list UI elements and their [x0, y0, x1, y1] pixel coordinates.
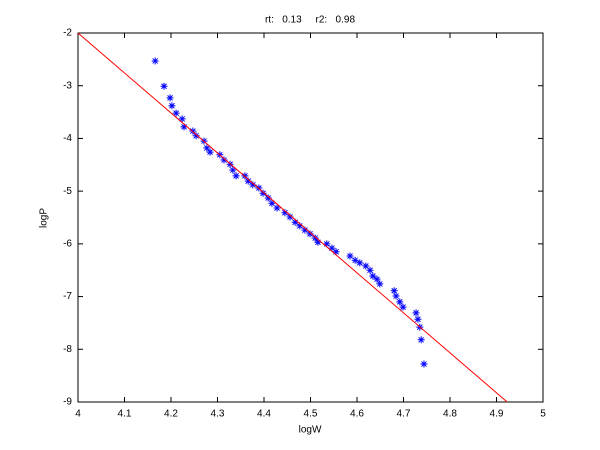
x-tick-label: 5	[540, 409, 546, 420]
data-point	[376, 280, 384, 288]
data-point	[306, 230, 314, 238]
data-point	[273, 204, 281, 212]
data-point	[291, 218, 299, 226]
x-tick-label: 4.6	[350, 409, 364, 420]
data-point	[241, 172, 249, 180]
data-point	[399, 303, 407, 311]
data-point	[281, 209, 289, 217]
data-point	[311, 234, 319, 242]
data-point	[369, 272, 377, 280]
data-point	[323, 240, 331, 248]
y-tick-label: -6	[63, 238, 72, 249]
data-point	[420, 360, 428, 368]
y-tick-label: -5	[63, 186, 72, 197]
x-tick-label: 4.3	[211, 409, 225, 420]
data-point	[414, 315, 422, 323]
data-point	[220, 156, 228, 164]
chart-title: rt: 0.13 r2: 0.98	[265, 15, 355, 26]
data-point	[286, 213, 294, 221]
data-point	[180, 123, 188, 131]
data-point	[373, 275, 381, 283]
y-tick-label: -2	[63, 28, 72, 39]
data-point	[392, 292, 400, 300]
data-point	[301, 226, 309, 234]
data-point	[396, 298, 404, 306]
data-point	[160, 82, 168, 90]
data-point	[168, 102, 176, 110]
y-axis-label: logP	[39, 208, 50, 228]
data-point	[264, 194, 272, 202]
data-point	[178, 115, 186, 123]
x-tick-label: 4	[75, 409, 81, 420]
plot-frame	[77, 32, 544, 403]
data-point	[203, 144, 211, 152]
y-tick-label: -4	[63, 133, 72, 144]
data-point	[166, 94, 174, 102]
data-point	[412, 309, 420, 317]
x-axis-label: logW	[299, 425, 322, 436]
fit-line	[77, 32, 508, 403]
data-point	[351, 256, 359, 264]
data-point	[189, 127, 197, 135]
x-tick-label: 4.5	[304, 409, 318, 420]
data-point	[206, 148, 214, 156]
data-point	[366, 266, 374, 274]
data-point	[356, 259, 364, 267]
data-point	[244, 177, 252, 185]
y-tick-label: -7	[63, 291, 72, 302]
x-tick-label: 4.4	[257, 409, 271, 420]
data-point	[390, 287, 398, 295]
data-point	[417, 336, 425, 344]
data-point	[259, 189, 267, 197]
data-point	[249, 181, 257, 189]
x-tick-label: 4.1	[118, 409, 132, 420]
y-tick-label: -3	[63, 80, 72, 91]
data-point	[232, 172, 240, 180]
x-tick-label: 4.2	[164, 409, 178, 420]
x-tick-label: 4.7	[397, 409, 411, 420]
data-point	[268, 199, 276, 207]
data-point	[151, 57, 159, 65]
data-point	[328, 244, 336, 252]
data-point	[296, 222, 304, 230]
data-point	[192, 132, 200, 140]
data-point	[229, 166, 237, 174]
x-tick-label: 4.9	[490, 409, 504, 420]
x-tick-label: 4.8	[443, 409, 457, 420]
y-tick-label: -8	[63, 344, 72, 355]
y-tick-label: -9	[63, 397, 72, 408]
data-point	[346, 252, 354, 260]
data-point	[314, 238, 322, 246]
data-point	[172, 109, 180, 117]
data-point	[362, 262, 370, 270]
data-point	[332, 248, 340, 256]
